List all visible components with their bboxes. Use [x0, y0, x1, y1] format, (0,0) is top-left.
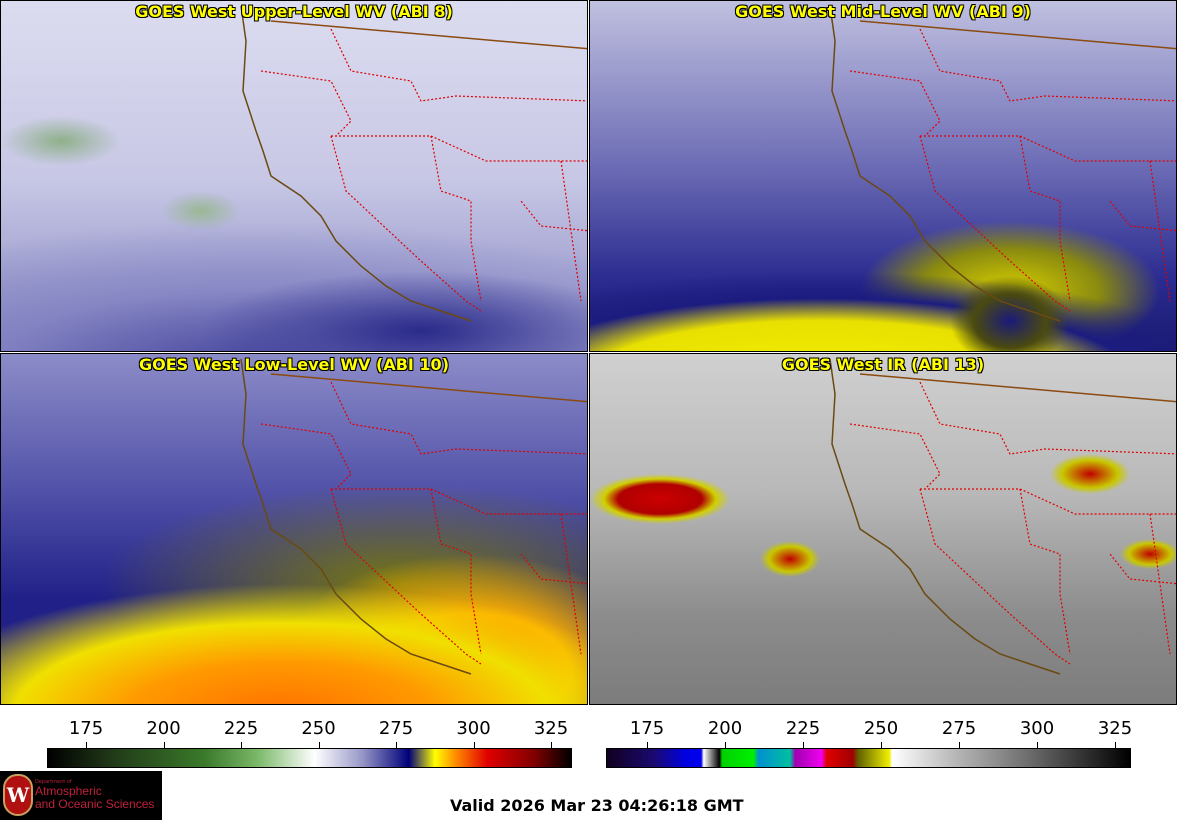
coastline: [829, 358, 1061, 675]
colorbar-tick-label: 300: [1019, 718, 1055, 739]
state-border: [330, 381, 587, 455]
state-border: [560, 513, 582, 655]
colorbar-tick-label: 325: [533, 718, 569, 739]
wv-colorbar-gradient: [47, 748, 572, 768]
colorbar-tick: [163, 742, 165, 748]
state-border: [920, 135, 1176, 162]
state-border: [430, 135, 482, 302]
panel-title: GOES West IR (ABI 13): [781, 355, 985, 374]
state-border: [1109, 553, 1176, 585]
state-border: [330, 135, 482, 312]
logo-dept: Department of: [35, 779, 72, 785]
colorbar-tick-label: 225: [223, 718, 259, 739]
colorbar-tick: [318, 742, 320, 748]
state-border: [331, 488, 587, 515]
colorbar-tick: [473, 742, 475, 748]
state-border: [1149, 160, 1171, 302]
colorbar-tick-label: 325: [1097, 718, 1133, 739]
coastline: [240, 5, 472, 322]
logo-text: Atmospheric and Oceanic Sciences: [35, 784, 155, 811]
colorbar-tick: [1115, 742, 1116, 748]
state-border: [1149, 513, 1171, 655]
state-border: [560, 160, 582, 302]
panel-title: GOES West Low-Level WV (ABI 10): [138, 355, 449, 374]
state-border: [260, 423, 352, 490]
international-border: [270, 373, 587, 403]
colorbar-tick: [881, 742, 882, 748]
panel-title: GOES West Mid-Level WV (ABI 9): [735, 2, 1031, 21]
colorbar-tick: [647, 742, 648, 748]
coastline: [240, 358, 472, 675]
colorbar-tick-label: 250: [301, 718, 336, 739]
colorbar-tick-label: 200: [707, 718, 743, 739]
colorbar-tick-label: 250: [863, 718, 899, 739]
state-border: [919, 488, 1071, 665]
colorbar-tick-label: 175: [629, 718, 665, 739]
colorbar-tick-label: 275: [378, 718, 414, 739]
international-border: [859, 373, 1176, 403]
colorbar-tick: [86, 742, 87, 748]
state-border: [1109, 200, 1176, 232]
state-border: [1019, 488, 1071, 655]
aos-logo: W Department of Atmospheric and Oceanic S…: [0, 771, 162, 820]
upper-level-wv-panel: GOES West Upper-Level WV (ABI 8): [0, 0, 588, 352]
uw-crest-icon: W: [3, 774, 33, 816]
colorbar-tick: [396, 742, 397, 748]
ir-panel: GOES West IR (ABI 13): [589, 353, 1177, 705]
state-border: [330, 488, 482, 665]
colorbar-tick: [1037, 742, 1038, 748]
state-border: [919, 28, 1176, 102]
colorbar-tick-label: 200: [146, 718, 181, 739]
state-border: [849, 70, 941, 137]
state-border: [1019, 135, 1071, 302]
state-border: [260, 70, 352, 137]
state-border: [520, 553, 587, 585]
panel-title: GOES West Upper-Level WV (ABI 8): [135, 2, 453, 21]
state-border: [330, 28, 587, 102]
colorbar-tick: [551, 742, 552, 748]
state-border: [849, 423, 941, 490]
colorbar-tick: [959, 742, 960, 748]
colorbar-tick-label: 225: [785, 718, 821, 739]
state-border: [919, 381, 1176, 455]
mid-level-wv-panel: GOES West Mid-Level WV (ABI 9): [589, 0, 1177, 352]
state-border: [920, 488, 1176, 515]
colorbar-tick: [241, 742, 242, 748]
colorbar-tick-label: 175: [68, 718, 104, 739]
coastline: [829, 5, 1061, 322]
ir-colorbar-gradient: [606, 748, 1131, 768]
valid-time: Valid 2026 Mar 23 04:26:18 GMT: [450, 796, 744, 815]
international-border: [270, 20, 587, 50]
colorbar-tick: [725, 742, 726, 748]
state-border: [919, 135, 1071, 312]
international-border: [859, 20, 1176, 50]
state-border: [520, 200, 587, 232]
state-border: [430, 488, 482, 655]
colorbar-tick-label: 300: [456, 718, 491, 739]
state-border: [331, 135, 587, 162]
colorbar-tick: [803, 742, 804, 748]
colorbar-tick-label: 275: [941, 718, 977, 739]
low-level-wv-panel: GOES West Low-Level WV (ABI 10): [0, 353, 588, 705]
